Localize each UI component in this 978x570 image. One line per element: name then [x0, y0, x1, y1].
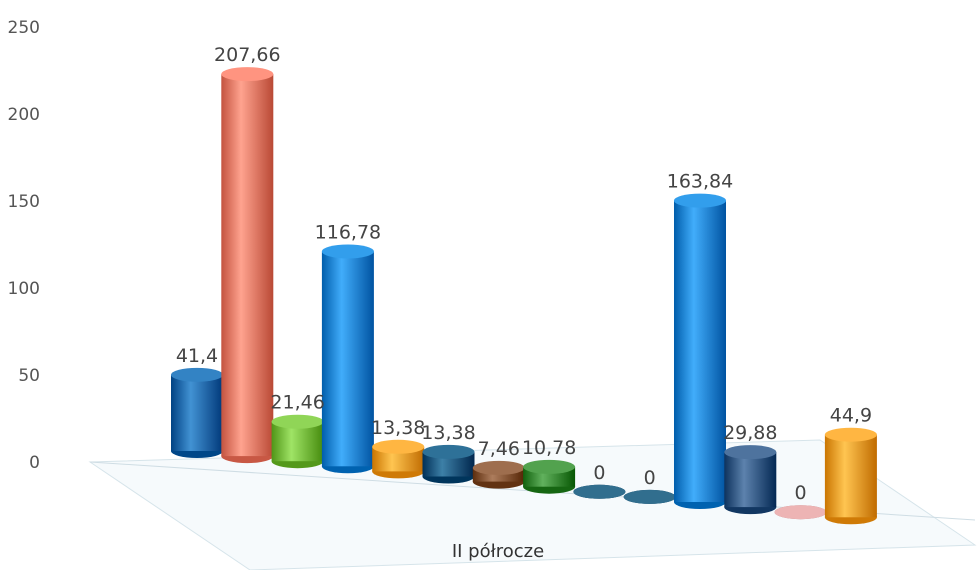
data-label: 44,9	[830, 405, 872, 427]
bar-top	[271, 414, 324, 429]
data-label: 116,78	[315, 221, 381, 243]
bar-body	[674, 200, 726, 502]
bar-body	[824, 434, 877, 518]
bar-top	[472, 460, 525, 475]
data-label: 13,38	[371, 417, 425, 439]
bar-body	[171, 374, 223, 451]
data-label: 0	[644, 467, 656, 489]
bar	[623, 489, 676, 504]
bar-top	[321, 244, 374, 259]
y-tick-label: 200	[8, 105, 40, 125]
y-tick-label: 50	[18, 366, 40, 386]
bar-top	[573, 484, 626, 499]
category-axis: II półrocze	[452, 541, 544, 562]
bar-top	[221, 67, 274, 82]
data-label: 0	[593, 462, 605, 484]
bar-top	[774, 505, 827, 520]
y-tick-label: 150	[8, 192, 40, 212]
y-tick-label: 0	[29, 453, 40, 473]
bar-top	[171, 367, 223, 382]
bar-top	[674, 193, 726, 208]
bar-body	[221, 74, 274, 457]
y-tick-label: 250	[8, 18, 40, 38]
data-label: 29,88	[723, 422, 777, 444]
data-label: 13,38	[421, 422, 475, 444]
bar	[372, 439, 425, 479]
bar-top	[422, 444, 475, 459]
bar	[523, 459, 576, 494]
bar	[774, 505, 827, 520]
data-label: 41,4	[176, 345, 218, 367]
bar	[171, 367, 223, 458]
bar	[321, 244, 374, 474]
bar	[422, 444, 475, 484]
data-label: 163,84	[667, 171, 733, 193]
data-label: 0	[795, 482, 807, 504]
bar-top	[523, 459, 576, 474]
bar	[221, 67, 274, 464]
y-axis: 0 50 100 150 200 250	[8, 18, 40, 473]
bars	[171, 67, 877, 525]
y-tick-label: 100	[8, 279, 40, 299]
bar-top	[824, 427, 877, 442]
bar	[674, 193, 726, 509]
data-label: 21,46	[270, 392, 324, 414]
bar	[472, 460, 525, 489]
bar-body	[724, 452, 777, 508]
bar	[724, 445, 777, 515]
data-label: 10,78	[522, 437, 576, 459]
data-label: 7,46	[478, 438, 520, 460]
category-label: II półrocze	[452, 541, 544, 562]
bar-top	[623, 489, 676, 504]
data-label: 207,66	[214, 44, 280, 66]
bar	[573, 484, 626, 499]
bar-top	[724, 445, 777, 460]
bar	[824, 427, 877, 525]
bar-body	[321, 251, 374, 467]
bar	[271, 414, 324, 469]
bar-top	[372, 439, 425, 454]
